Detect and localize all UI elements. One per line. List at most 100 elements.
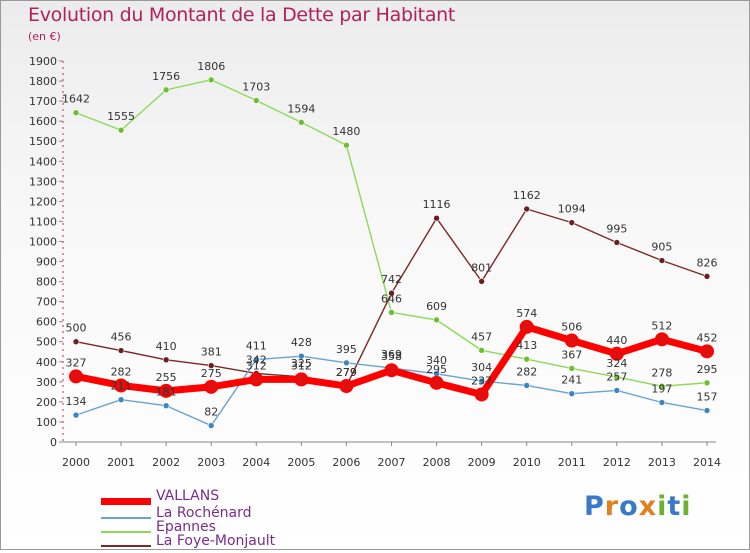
data-label: 826 <box>697 256 718 269</box>
y-tick-label: 1500 <box>29 135 57 148</box>
y-tick-label: 1900 <box>29 55 57 68</box>
data-point <box>658 399 666 406</box>
data-label: 512 <box>651 319 672 332</box>
data-label: 295 <box>426 363 447 376</box>
data-point <box>703 379 711 387</box>
legend-swatch <box>101 545 151 547</box>
data-label: 1703 <box>242 81 270 94</box>
data-point <box>207 76 215 84</box>
data-label: 905 <box>651 241 672 254</box>
y-tick-label: 1600 <box>29 115 57 128</box>
data-label: 395 <box>336 343 357 356</box>
data-point <box>339 379 354 394</box>
data-label: 134 <box>66 395 87 408</box>
data-label: 367 <box>561 348 582 361</box>
data-point <box>658 382 666 390</box>
data-label: 995 <box>606 222 627 235</box>
data-label: 369 <box>381 348 402 361</box>
logo-letter: i <box>657 491 668 522</box>
data-label: 506 <box>561 321 582 334</box>
data-point <box>613 387 621 394</box>
data-point <box>162 402 170 410</box>
data-point <box>114 378 129 393</box>
data-label: 1806 <box>197 60 225 73</box>
data-label: 211 <box>111 380 132 393</box>
y-tick-label: 1000 <box>29 235 57 248</box>
data-label: 295 <box>697 363 718 376</box>
data-point <box>294 372 309 387</box>
data-label: 574 <box>516 307 537 320</box>
data-label: 452 <box>697 331 718 344</box>
data-label: 609 <box>426 300 447 313</box>
data-point <box>433 316 440 324</box>
data-label: 342 <box>246 353 267 366</box>
data-label: 327 <box>66 356 87 369</box>
data-point <box>384 363 399 378</box>
data-point <box>252 97 260 104</box>
data-point <box>568 365 576 372</box>
y-tick-label: 1800 <box>29 75 57 88</box>
y-tick-label: 600 <box>36 316 57 329</box>
data-point <box>519 319 534 334</box>
logo-letter: r <box>604 491 620 522</box>
data-label: 1116 <box>423 198 451 211</box>
data-label: 428 <box>291 336 312 349</box>
data-point <box>568 219 576 226</box>
x-tick-label: 2007 <box>378 456 406 469</box>
data-point <box>162 356 170 364</box>
data-point <box>207 362 215 369</box>
x-tick-label: 2010 <box>513 456 541 469</box>
data-point <box>429 375 444 390</box>
series-lines <box>69 76 714 429</box>
data-label: 1480 <box>332 125 360 138</box>
data-point <box>72 338 80 346</box>
data-point <box>703 407 711 414</box>
data-label: 157 <box>697 391 718 404</box>
data-label: 456 <box>111 331 132 344</box>
x-tick-label: 2005 <box>287 456 315 469</box>
data-label: 500 <box>66 322 87 335</box>
data-label: 411 <box>246 340 267 353</box>
data-label: 312 <box>291 359 312 372</box>
data-point <box>433 214 440 222</box>
data-label: 279 <box>336 366 357 379</box>
legend-item-epannes: Epannes <box>101 519 341 539</box>
data-point <box>117 126 125 134</box>
x-tick-label: 2014 <box>693 456 721 469</box>
x-tick-label: 2002 <box>152 456 180 469</box>
data-point <box>523 205 531 213</box>
x-tick-label: 2004 <box>242 456 270 469</box>
proxiti-logo: Proxiti <box>584 491 692 522</box>
data-label: 1642 <box>62 93 90 106</box>
data-label: 181 <box>156 386 177 399</box>
y-tick-label: 1700 <box>29 95 57 108</box>
data-point <box>609 346 624 361</box>
data-point <box>703 273 711 280</box>
data-label: 1094 <box>558 203 586 216</box>
chart-subtitle: (en €) <box>28 30 61 43</box>
y-tick-label: 200 <box>36 396 57 409</box>
data-point <box>207 422 215 429</box>
data-point <box>69 369 83 384</box>
data-label: 381 <box>201 346 222 359</box>
data-point <box>613 239 621 246</box>
data-point <box>523 355 531 363</box>
data-label: 801 <box>471 261 492 274</box>
data-label: 1555 <box>107 110 135 123</box>
legend-label: La Rochénard <box>156 505 252 521</box>
data-label: 1756 <box>152 70 180 83</box>
legend-label: Epannes <box>156 519 216 535</box>
data-point <box>298 119 305 126</box>
legend-swatch <box>101 517 151 519</box>
data-point <box>700 344 714 359</box>
logo-letter: x <box>638 491 658 522</box>
x-tick-label: 2003 <box>197 456 225 469</box>
data-point <box>388 289 395 297</box>
data-point <box>613 373 621 381</box>
data-label: 275 <box>201 367 222 380</box>
data-point <box>658 257 666 264</box>
data-point <box>72 109 80 117</box>
legend-swatch <box>101 531 151 533</box>
data-label: 1594 <box>287 102 315 115</box>
